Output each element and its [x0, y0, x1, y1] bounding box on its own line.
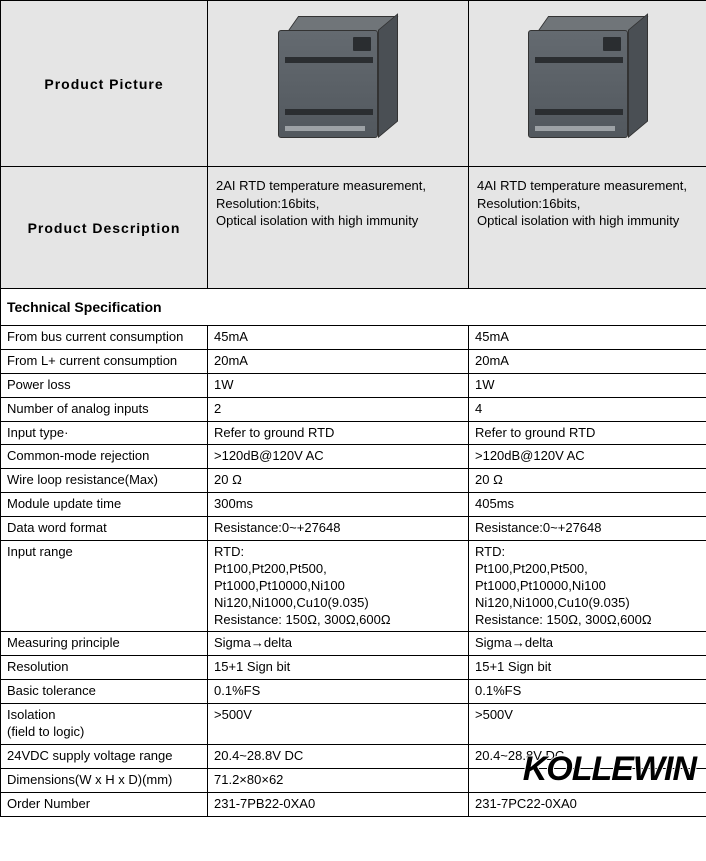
spec-label: Order Number [1, 792, 208, 816]
spec-row: Data word formatResistance:0~+27648Resis… [1, 517, 706, 541]
spec-value-product-2: >500V [469, 704, 706, 745]
spec-value-product-2: Resistance:0~+27648 [469, 517, 706, 541]
product-2-picture [469, 1, 706, 167]
spec-label: Common-mode rejection [1, 445, 208, 469]
spec-value-product-1: 20.4~28.8V DC [208, 744, 469, 768]
spec-label: Wire loop resistance(Max) [1, 469, 208, 493]
spec-row: Number of analog inputs24 [1, 397, 706, 421]
technical-spec-header: Technical Specification [1, 289, 706, 326]
spec-label: Basic tolerance [1, 680, 208, 704]
product-1-description: 2AI RTD temperature measurement, Resolut… [208, 167, 469, 289]
spec-value-product-2: Sigma→delta [469, 632, 706, 656]
product-2-description: 4AI RTD temperature measurement, Resolut… [469, 167, 706, 289]
spec-value-product-1: 15+1 Sign bit [208, 656, 469, 680]
product-picture-label: Product Picture [1, 1, 208, 167]
spec-value-product-1: 20 Ω [208, 469, 469, 493]
spec-value-product-2: 405ms [469, 493, 706, 517]
spec-row: Dimensions(W x H x D)(mm)71.2×80×62 [1, 768, 706, 792]
product-description-row: Product Description 2AI RTD temperature … [1, 167, 706, 289]
plc-module-icon [518, 12, 658, 152]
spec-value-product-2: 4 [469, 397, 706, 421]
spec-value-product-1: >500V [208, 704, 469, 745]
spec-label: Dimensions(W x H x D)(mm) [1, 768, 208, 792]
spec-label: Isolation (field to logic) [1, 704, 208, 745]
spec-value-product-2: 231-7PC22-0XA0 [469, 792, 706, 816]
spec-value-product-1: Sigma→delta [208, 632, 469, 656]
spec-value-product-1: 2 [208, 397, 469, 421]
product-comparison-table: Product Picture P [0, 0, 706, 817]
spec-value-product-1: Resistance:0~+27648 [208, 517, 469, 541]
spec-row: Power loss1W1W [1, 373, 706, 397]
spec-value-product-1: 1W [208, 373, 469, 397]
spec-value-product-2: >120dB@120V AC [469, 445, 706, 469]
plc-module-icon [268, 12, 408, 152]
spec-row: Wire loop resistance(Max)20 Ω20 Ω [1, 469, 706, 493]
spec-value-product-2: 45mA [469, 326, 706, 350]
spec-label: Number of analog inputs [1, 397, 208, 421]
spec-value-product-2 [469, 768, 706, 792]
spec-row: 24VDC supply voltage range20.4~28.8V DC2… [1, 744, 706, 768]
spec-row: From bus current consumption45mA45mA [1, 326, 706, 350]
spec-value-product-1: RTD: Pt100,Pt200,Pt500, Pt1000,Pt10000,N… [208, 541, 469, 632]
spec-row: Measuring principleSigma→deltaSigma→delt… [1, 632, 706, 656]
spec-value-product-1: 0.1%FS [208, 680, 469, 704]
spec-row: Order Number231-7PB22-0XA0231-7PC22-0XA0 [1, 792, 706, 816]
spec-label: Input range [1, 541, 208, 632]
spec-value-product-2: RTD: Pt100,Pt200,Pt500, Pt1000,Pt10000,N… [469, 541, 706, 632]
spec-value-product-2: 20.4~28.8V DC [469, 744, 706, 768]
spec-row: From L+ current consumption20mA20mA [1, 349, 706, 373]
spec-row: Isolation (field to logic)>500V>500V [1, 704, 706, 745]
spec-label: Data word format [1, 517, 208, 541]
spec-row: Basic tolerance0.1%FS0.1%FS [1, 680, 706, 704]
spec-value-product-2: 15+1 Sign bit [469, 656, 706, 680]
product-description-label: Product Description [1, 167, 208, 289]
spec-value-product-1: 45mA [208, 326, 469, 350]
product-1-picture [208, 1, 469, 167]
spec-value-product-1: Refer to ground RTD [208, 421, 469, 445]
spec-value-product-2: 1W [469, 373, 706, 397]
spec-value-product-1: 20mA [208, 349, 469, 373]
spec-value-product-1: >120dB@120V AC [208, 445, 469, 469]
spec-row: Input type·Refer to ground RTDRefer to g… [1, 421, 706, 445]
spec-value-product-1: 231-7PB22-0XA0 [208, 792, 469, 816]
spec-label: Measuring principle [1, 632, 208, 656]
spec-row: Common-mode rejection>120dB@120V AC>120d… [1, 445, 706, 469]
spec-value-product-2: 0.1%FS [469, 680, 706, 704]
spec-label: Module update time [1, 493, 208, 517]
spec-value-product-2: 20 Ω [469, 469, 706, 493]
spec-value-product-1: 300ms [208, 493, 469, 517]
spec-label: Input type· [1, 421, 208, 445]
spec-value-product-2: 20mA [469, 349, 706, 373]
spec-row: Input rangeRTD: Pt100,Pt200,Pt500, Pt100… [1, 541, 706, 632]
spec-label: From bus current consumption [1, 326, 208, 350]
section-title-text: Technical Specification [1, 289, 706, 326]
spec-value-product-2: Refer to ground RTD [469, 421, 706, 445]
spec-label: Resolution [1, 656, 208, 680]
spec-label: Power loss [1, 373, 208, 397]
spec-label: From L+ current consumption [1, 349, 208, 373]
spec-row: Resolution15+1 Sign bit15+1 Sign bit [1, 656, 706, 680]
spec-row: Module update time300ms405ms [1, 493, 706, 517]
product-picture-row: Product Picture [1, 1, 706, 167]
spec-label: 24VDC supply voltage range [1, 744, 208, 768]
spec-value-product-1: 71.2×80×62 [208, 768, 469, 792]
